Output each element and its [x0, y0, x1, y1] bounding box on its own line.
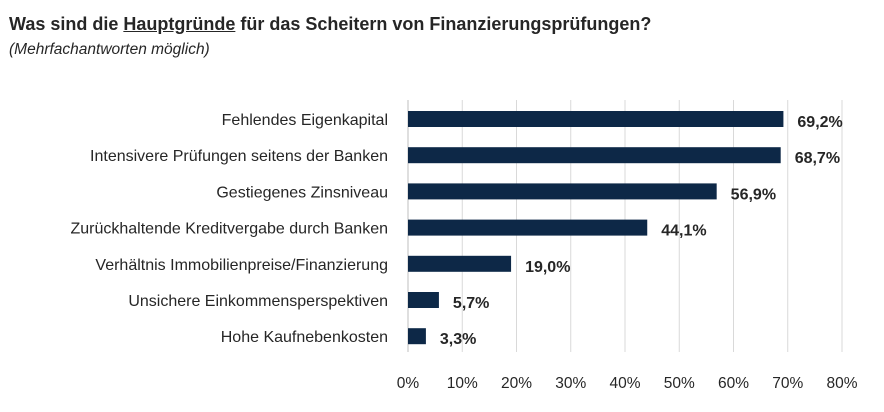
bar	[408, 292, 439, 308]
category-labels: Fehlendes Eigenkapital Intensivere Prüfun…	[70, 112, 388, 346]
x-tick-label: 40%	[609, 375, 640, 392]
data-label: 5,7%	[453, 295, 489, 312]
category-label: Fehlendes Eigenkapital	[222, 112, 388, 129]
bar	[408, 219, 648, 236]
bar	[408, 147, 781, 164]
data-label: 44,1%	[661, 223, 706, 240]
bar	[408, 328, 426, 345]
chart-title: Was sind die Hauptgründe für das Scheite…	[9, 14, 651, 35]
x-tick-label: 80%	[826, 375, 857, 392]
x-tick-label: 20%	[501, 375, 532, 392]
category-label: Gestiegenes Zinsniveau	[216, 184, 388, 201]
data-label: 3,3%	[440, 331, 476, 348]
x-tick-label: 50%	[664, 375, 695, 392]
bar	[408, 111, 784, 127]
x-tick-label: 0%	[397, 375, 420, 392]
x-tick-label: 60%	[718, 375, 749, 392]
data-label: 68,7%	[795, 150, 840, 167]
category-label: Zurückhaltende Kreditvergabe durch Banke…	[70, 221, 388, 238]
category-label: Verhältnis Immobilienpreise/Finanzierung	[95, 257, 388, 274]
value-labels: 69,2% 68,7% 56,9% 44,1% 19,0% 5,7% 3,3%	[440, 114, 843, 348]
title-part-1: Was sind die	[9, 14, 124, 34]
chart-subtitle: (Mehrfachantworten möglich)	[9, 41, 210, 58]
x-tick-label: 70%	[772, 375, 803, 392]
bars	[408, 111, 784, 345]
category-label: Intensivere Prüfungen seitens der Banken	[90, 148, 388, 165]
bar	[408, 255, 512, 272]
x-tick-label: 30%	[555, 375, 586, 392]
data-label: 69,2%	[797, 114, 842, 131]
category-label: Unsichere Einkommensperspektiven	[128, 293, 388, 310]
bar	[408, 183, 717, 200]
data-label: 19,0%	[525, 259, 570, 276]
x-tick-label: 10%	[447, 375, 478, 392]
data-label: 56,9%	[731, 186, 776, 203]
x-axis-ticks: 0% 10% 20% 30% 40% 50% 60% 70% 80%	[397, 375, 858, 392]
category-label: Hohe Kaufnebenkosten	[221, 329, 388, 346]
title-emphasis: Hauptgründe	[123, 14, 236, 34]
title-part-2: für das Scheitern von Finanzierungsprüfu…	[235, 14, 652, 34]
